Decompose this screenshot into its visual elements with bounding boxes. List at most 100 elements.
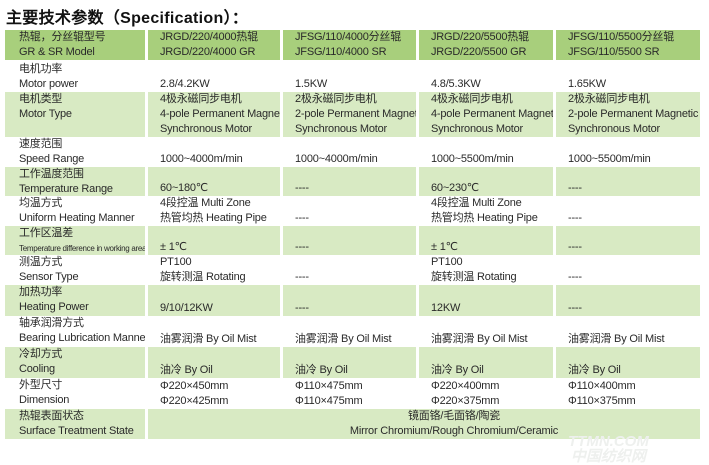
value-cell: JRGD/220/4000热辊 JRGD/220/4000 GR bbox=[148, 30, 280, 60]
value-line: Φ220×425mm bbox=[160, 395, 229, 407]
row-label: 电机类型 Motor Type bbox=[5, 92, 145, 137]
value-line: 1000~5500m/min bbox=[431, 153, 514, 165]
value-line: 60~180℃ bbox=[160, 182, 208, 194]
value-line: ---- bbox=[295, 212, 309, 224]
table-row: 测温方式 Sensor Type PT100 旋转测温 Rotating ---- PT1… bbox=[5, 255, 703, 285]
label-line: 工作区温差 bbox=[19, 227, 73, 239]
label-line: 轴承润滑方式 bbox=[19, 317, 84, 329]
value-line: PT100 bbox=[431, 256, 463, 268]
watermark: TTMN.COM 中国纺织网 bbox=[568, 433, 649, 465]
value-line: ---- bbox=[568, 302, 582, 314]
value-line: 2极永磁同步电机 bbox=[295, 93, 377, 105]
value-cell: 油冷 By Oil bbox=[148, 347, 280, 378]
value-line: JFSG/110/4000分丝辊 bbox=[295, 31, 402, 43]
label-line: GR & SR Model bbox=[19, 46, 95, 58]
value-line: Φ220×400mm bbox=[431, 380, 500, 392]
value-line: Φ110×475mm bbox=[295, 380, 363, 392]
value-line: ---- bbox=[295, 241, 309, 253]
value-cell: 油雾润滑 By Oil Mist bbox=[419, 316, 553, 347]
value-line: Synchronous Motor bbox=[431, 123, 523, 135]
value-cell: 1000~4000m/min bbox=[148, 137, 280, 167]
value-line: 2-pole Permanent Magnetic bbox=[295, 108, 416, 120]
value-line: ± 1℃ bbox=[431, 241, 458, 253]
value-line: ---- bbox=[568, 271, 582, 283]
label-line: 冷却方式 bbox=[19, 348, 63, 360]
value-cell: Φ110×475mm Φ110×475mm bbox=[283, 378, 416, 409]
row-label: 冷却方式 Cooling bbox=[5, 347, 145, 378]
value-line: ---- bbox=[568, 241, 582, 253]
label-line: 电机类型 bbox=[19, 93, 63, 105]
value-cell: 12KW bbox=[419, 285, 553, 316]
value-line: 1000~5500m/min bbox=[568, 153, 651, 165]
value-line: Φ110×400mm bbox=[568, 380, 636, 392]
value-line: 9/10/12KW bbox=[160, 302, 213, 314]
value-cell: 油冷 By Oil bbox=[556, 347, 700, 378]
value-line: 热管均热 Heating Pipe bbox=[431, 212, 538, 224]
value-line: 1.5KW bbox=[295, 78, 328, 90]
value-cell: 9/10/12KW bbox=[148, 285, 280, 316]
value-line: 油冷 By Oil bbox=[160, 364, 213, 376]
value-line: 油雾润滑 By Oil Mist bbox=[295, 333, 392, 345]
value-cell: ---- bbox=[283, 285, 416, 316]
table-row: 热辊表面状态 Surface Treatment State 镜面铬/毛面铬/陶瓷 M… bbox=[5, 409, 703, 439]
row-label: 电机功率 Motor power bbox=[5, 62, 145, 92]
label-line: 电机功率 bbox=[19, 63, 63, 75]
value-line: JFSG/110/5500分丝辊 bbox=[568, 31, 675, 43]
value-cell: 4.8/5.3KW bbox=[419, 62, 553, 92]
row-label: 热辊，分丝辊型号 GR & SR Model bbox=[5, 30, 145, 60]
value-cell: Φ220×450mm Φ220×425mm bbox=[148, 378, 280, 409]
label-line: 速度范围 bbox=[19, 138, 63, 150]
value-cell: 2极永磁同步电机 2-pole Permanent Magnetic Synchro… bbox=[556, 92, 700, 137]
value-cell: 4段控温 Multi Zone 热管均热 Heating Pipe bbox=[148, 196, 280, 226]
label-line: 测温方式 bbox=[19, 256, 63, 268]
value-cell: JFSG/110/4000分丝辊 JFSG/110/4000 SR bbox=[283, 30, 416, 60]
row-label: 轴承润滑方式 Bearing Lubrication Manner bbox=[5, 316, 145, 347]
value-line: Φ110×375mm bbox=[568, 395, 636, 407]
value-cell: ---- bbox=[283, 226, 416, 255]
value-line: 旋转测温 Rotating bbox=[160, 271, 246, 283]
value-cell: ---- bbox=[556, 196, 700, 226]
table-row: 热辊，分丝辊型号 GR & SR Model JRGD/220/4000热辊 JRGD… bbox=[5, 30, 703, 60]
value-cell: 60~230℃ bbox=[419, 167, 553, 196]
value-line: ---- bbox=[568, 182, 582, 194]
value-line: 旋转测温 Rotating bbox=[431, 271, 517, 283]
value-line: 油冷 By Oil bbox=[295, 364, 348, 376]
table-row: 均温方式 Uniform Heating Manner 4段控温 Multi Zon… bbox=[5, 196, 703, 226]
label-line: 工作温度范围 bbox=[19, 168, 84, 180]
value-line: 油雾润滑 By Oil Mist bbox=[431, 333, 528, 345]
label-line: Motor power bbox=[19, 78, 78, 90]
label-line: Temperature difference in working area bbox=[19, 244, 145, 253]
value-cell: ---- bbox=[283, 167, 416, 196]
row-label: 加热功率 Heating Power bbox=[5, 285, 145, 316]
value-cell: 1000~4000m/min bbox=[283, 137, 416, 167]
label-line: Bearing Lubrication Manner bbox=[19, 332, 145, 344]
value-cell: 1.5KW bbox=[283, 62, 416, 92]
label-line: Surface Treatment State bbox=[19, 425, 134, 437]
table-row: 速度范围 Speed Range 1000~4000m/min 1000~4000m/… bbox=[5, 137, 703, 167]
value-line: 热管均热 Heating Pipe bbox=[160, 212, 267, 224]
value-line: 油雾润滑 By Oil Mist bbox=[568, 333, 665, 345]
value-cell: ---- bbox=[283, 196, 416, 226]
value-line: Synchronous Motor bbox=[295, 123, 387, 135]
value-cell: ---- bbox=[283, 255, 416, 285]
table-row: 冷却方式 Cooling 油冷 By Oil 油冷 By Oil 油冷 By Oil 油冷… bbox=[5, 347, 703, 378]
label-line: 热辊表面状态 bbox=[19, 410, 84, 422]
value-line: JFSG/110/4000 SR bbox=[295, 46, 387, 58]
table-row: 电机功率 Motor power 2.8/4.2KW 1.5KW 4.8/5.3KW 1.… bbox=[5, 62, 703, 92]
table-row: 加热功率 Heating Power 9/10/12KW ---- 12KW ---- bbox=[5, 285, 703, 316]
label-line: Cooling bbox=[19, 363, 55, 375]
table-row: 外型尺寸 Dimension Φ220×450mm Φ220×425mm Φ110×47… bbox=[5, 378, 703, 409]
value-line: Synchronous Motor bbox=[568, 123, 660, 135]
value-cell: ± 1℃ bbox=[419, 226, 553, 255]
value-cell: 4段控温 Multi Zone 热管均热 Heating Pipe bbox=[419, 196, 553, 226]
value-cell: 60~180℃ bbox=[148, 167, 280, 196]
value-cell: 油冷 By Oil bbox=[283, 347, 416, 378]
value-line: ± 1℃ bbox=[160, 241, 187, 253]
value-cell: 1.65KW bbox=[556, 62, 700, 92]
value-cell: 油雾润滑 By Oil Mist bbox=[556, 316, 700, 347]
value-line: 60~230℃ bbox=[431, 182, 479, 194]
value-cell: ± 1℃ bbox=[148, 226, 280, 255]
value-line: JRGD/220/4000 GR bbox=[160, 46, 256, 58]
value-line: 2-pole Permanent Magnetic bbox=[568, 108, 699, 120]
value-cell: 油雾润滑 By Oil Mist bbox=[148, 316, 280, 347]
